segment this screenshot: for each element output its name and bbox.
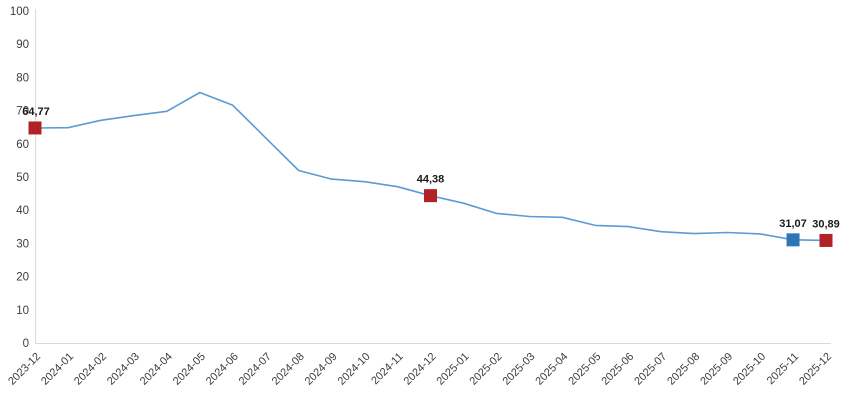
data-point-marker [819, 233, 833, 247]
y-tick-label: 20 [16, 272, 29, 284]
x-tick-label: 2024-11 [369, 351, 405, 387]
x-tick-label: 2024-04 [138, 351, 175, 388]
data-point-label: 44,38 [417, 174, 445, 186]
y-tick-label: 70 [16, 106, 29, 118]
y-tick-label: 100 [10, 6, 29, 18]
x-tick-label: 2024-03 [105, 351, 142, 388]
y-tick-label: 80 [16, 72, 29, 84]
x-tick-label: 2024-05 [171, 351, 208, 388]
data-point-label: 31,07 [779, 218, 807, 230]
y-tick-label: 60 [16, 139, 29, 151]
x-tick-label: 2025-08 [665, 351, 702, 388]
x-tick-label: 2025-10 [731, 351, 768, 388]
x-tick-label: 2025-12 [797, 351, 834, 388]
data-point-label: 64,77 [22, 106, 50, 118]
x-tick-label: 2024-12 [402, 351, 439, 388]
data-point-marker [424, 189, 437, 203]
x-tick-label: 2025-04 [533, 351, 570, 388]
x-tick-label: 2024-07 [237, 351, 274, 388]
data-point-label: 30,89 [812, 218, 840, 230]
x-tick-label: 2024-02 [72, 351, 109, 388]
x-tick-label: 2024-10 [336, 351, 373, 388]
x-tick-label: 2025-07 [632, 351, 669, 388]
x-tick-label: 2025-06 [599, 351, 636, 388]
x-tick-label: 2024-09 [303, 351, 340, 388]
x-tick-label: 2024-08 [270, 351, 307, 388]
y-tick-label: 0 [23, 338, 29, 350]
x-tick-label: 2023-12 [6, 351, 43, 388]
y-tick-label: 90 [16, 39, 29, 51]
x-tick-label: 2025-01 [435, 351, 472, 388]
x-tick-label: 2025-03 [500, 351, 537, 388]
y-tick-label: 50 [16, 172, 29, 184]
data-point-marker [786, 233, 800, 247]
x-tick-label: 2025-02 [468, 351, 505, 388]
x-tick-label: 2024-01 [39, 351, 76, 388]
data-line [34, 91, 827, 242]
y-tick-label: 40 [16, 205, 29, 217]
x-tick-label: 2025-05 [566, 351, 603, 388]
x-tick-label: 2025-09 [698, 351, 735, 388]
y-tick-label: 10 [16, 305, 29, 317]
x-tick-label: 2024-06 [204, 351, 241, 388]
x-tick-label: 2025-11 [765, 351, 801, 387]
data-point-marker [28, 121, 42, 135]
y-tick-label: 30 [16, 238, 29, 250]
